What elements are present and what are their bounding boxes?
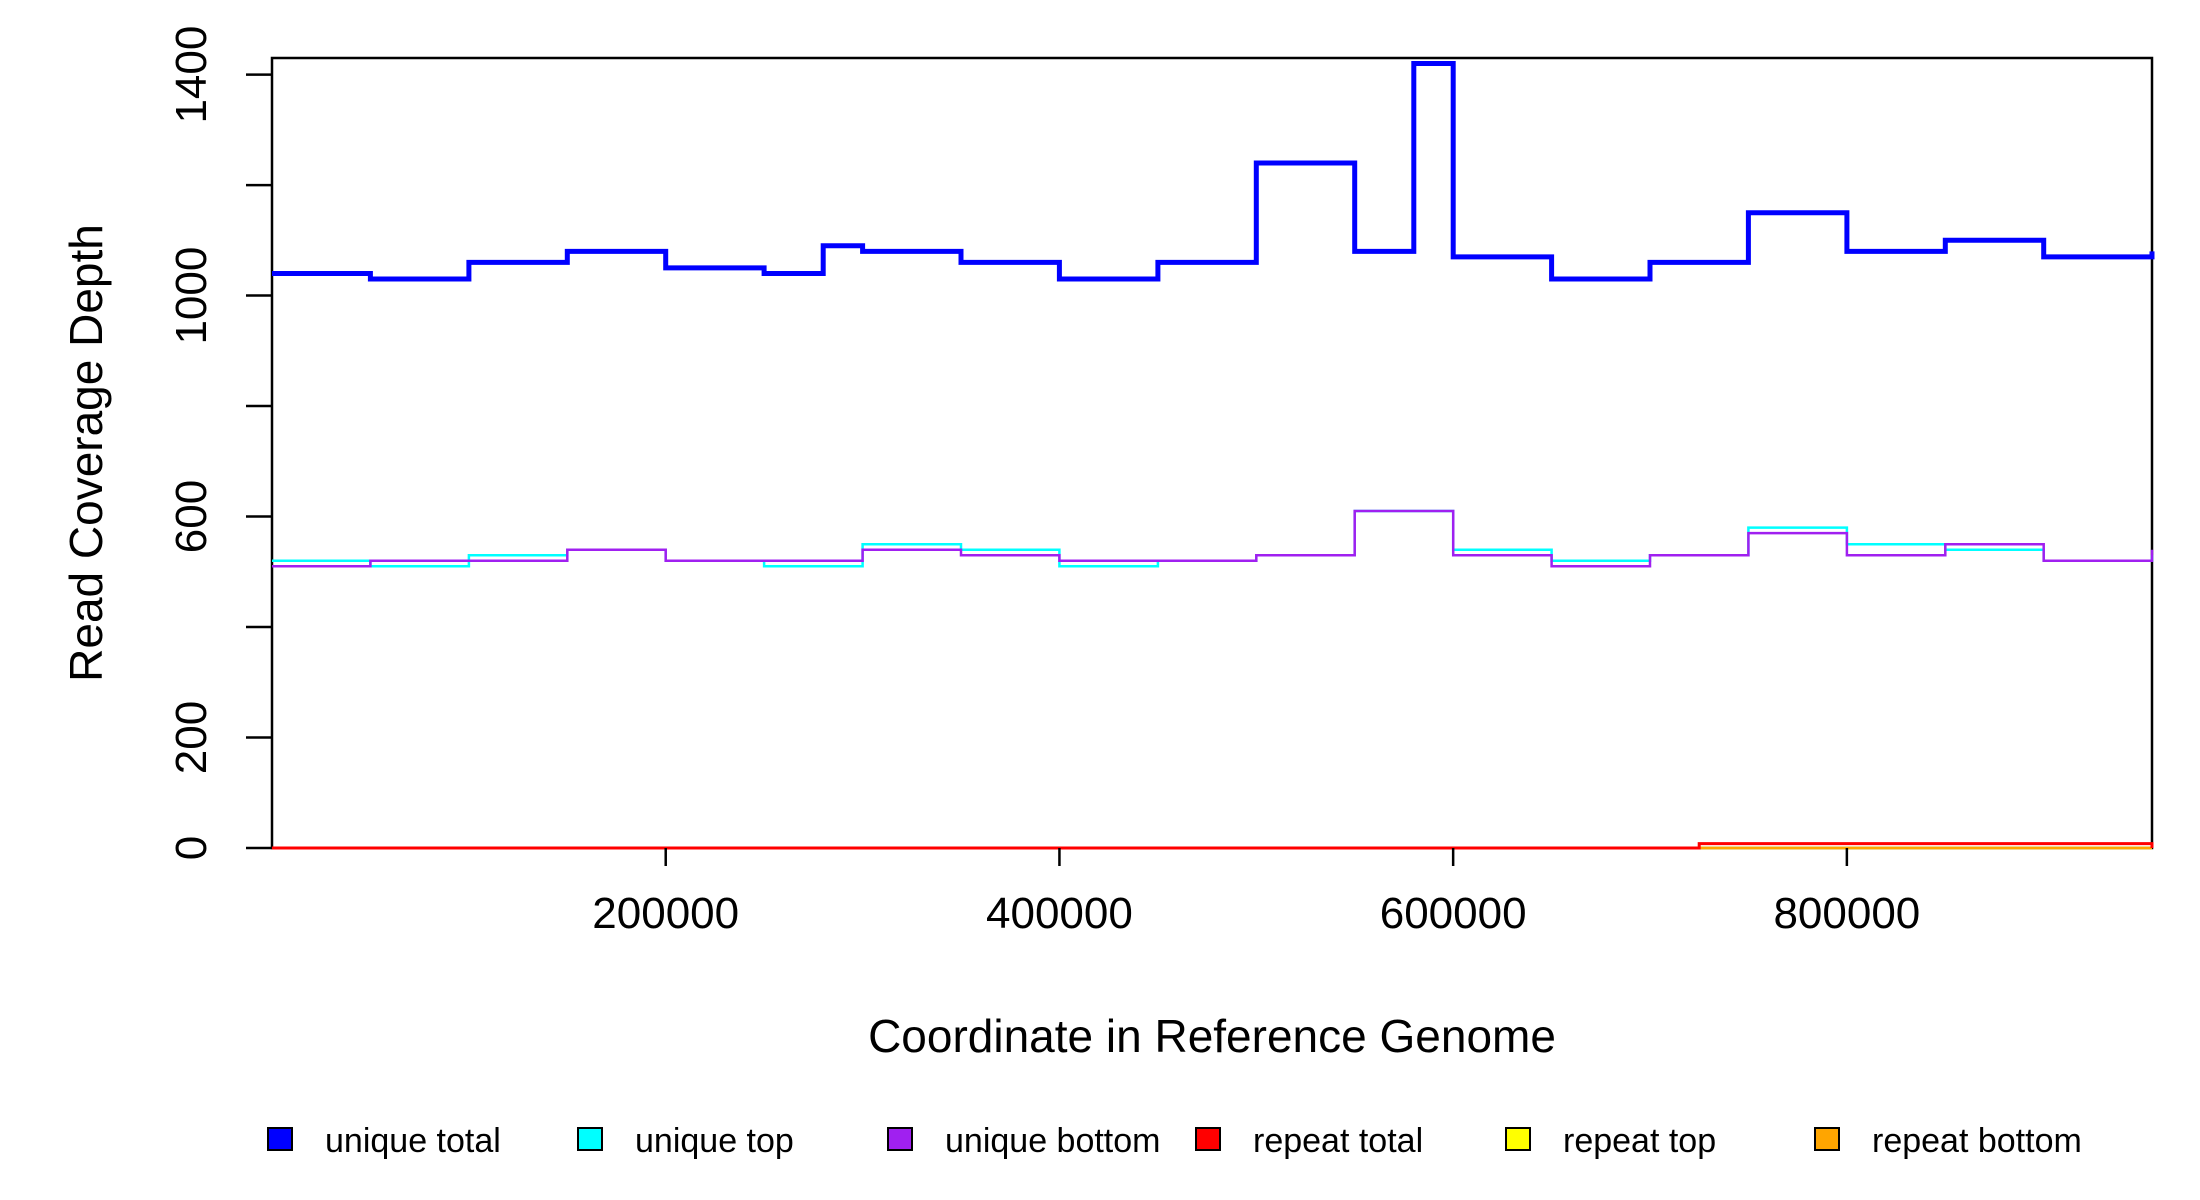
y-tick-label: 1000 xyxy=(167,247,216,345)
y-tick-label: 0 xyxy=(167,836,216,860)
legend-label: repeat top xyxy=(1563,1122,1716,1160)
legend-item-unique-top: unique top xyxy=(577,1122,794,1160)
y-tick-label: 200 xyxy=(167,701,216,774)
series-layer xyxy=(272,61,2155,850)
x-tick-label: 200000 xyxy=(592,889,739,938)
series-line-unique-top xyxy=(272,509,2154,568)
x-tick-label: 600000 xyxy=(1380,889,1527,938)
legend-label: unique top xyxy=(635,1122,794,1160)
series-line-unique-total xyxy=(272,61,2155,282)
legend-label: repeat total xyxy=(1253,1122,1423,1160)
legend-swatch xyxy=(1195,1127,1221,1151)
legend: unique total unique top unique bottom repea… xyxy=(267,1122,2082,1160)
x-axis-title: Coordinate in Reference Genome xyxy=(868,1010,1556,1062)
legend-label: unique bottom xyxy=(945,1122,1161,1160)
x-tick-label: 800000 xyxy=(1773,889,1920,938)
y-axis-title: Read Coverage Depth xyxy=(60,224,112,682)
legend-item-repeat-top: repeat top xyxy=(1505,1122,1716,1160)
legend-swatch xyxy=(887,1127,913,1151)
y-axis: 0 200 600 1000 1400 xyxy=(167,26,272,860)
legend-item-repeat-bottom: repeat bottom xyxy=(1814,1122,2082,1160)
legend-swatch xyxy=(577,1127,603,1151)
legend-label: unique total xyxy=(325,1122,501,1160)
x-tick-label: 400000 xyxy=(986,889,1133,938)
legend-swatch xyxy=(1814,1127,1840,1151)
legend-swatch xyxy=(1505,1127,1531,1151)
legend-item-repeat-total: repeat total xyxy=(1195,1122,1423,1160)
x-axis: 200000 400000 600000 800000 xyxy=(592,848,1920,938)
legend-swatch xyxy=(267,1127,293,1151)
series-line-unique-bottom xyxy=(272,509,2154,568)
legend-item-unique-total: unique total xyxy=(267,1122,501,1160)
y-tick-label: 600 xyxy=(167,480,216,553)
legend-label: repeat bottom xyxy=(1872,1122,2082,1160)
plot-frame xyxy=(270,56,2154,850)
legend-item-unique-bottom: unique bottom xyxy=(887,1122,1161,1160)
y-tick-label: 1400 xyxy=(167,26,216,124)
